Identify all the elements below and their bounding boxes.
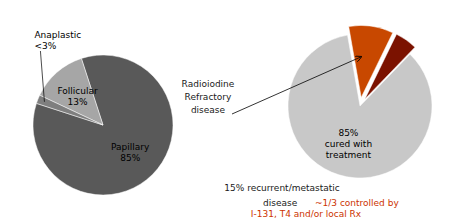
svg-text:Follicular13%: Follicular13% <box>57 86 98 107</box>
svg-text:15% recurrent/metastatic: 15% recurrent/metastatic <box>224 183 340 193</box>
svg-text:I-131, T4 and/or local Rx: I-131, T4 and/or local Rx <box>251 209 362 219</box>
svg-text:Anaplastic<3%: Anaplastic<3% <box>34 30 81 51</box>
svg-text:85%cured withtreatment: 85%cured withtreatment <box>325 128 372 160</box>
svg-text:disease: disease <box>263 198 298 208</box>
svg-text:Papillary85%: Papillary85% <box>111 142 150 163</box>
svg-text:~1/3 controlled by: ~1/3 controlled by <box>315 198 399 208</box>
svg-text:RadioiodineRefractorydisease: RadioiodineRefractorydisease <box>182 79 235 114</box>
